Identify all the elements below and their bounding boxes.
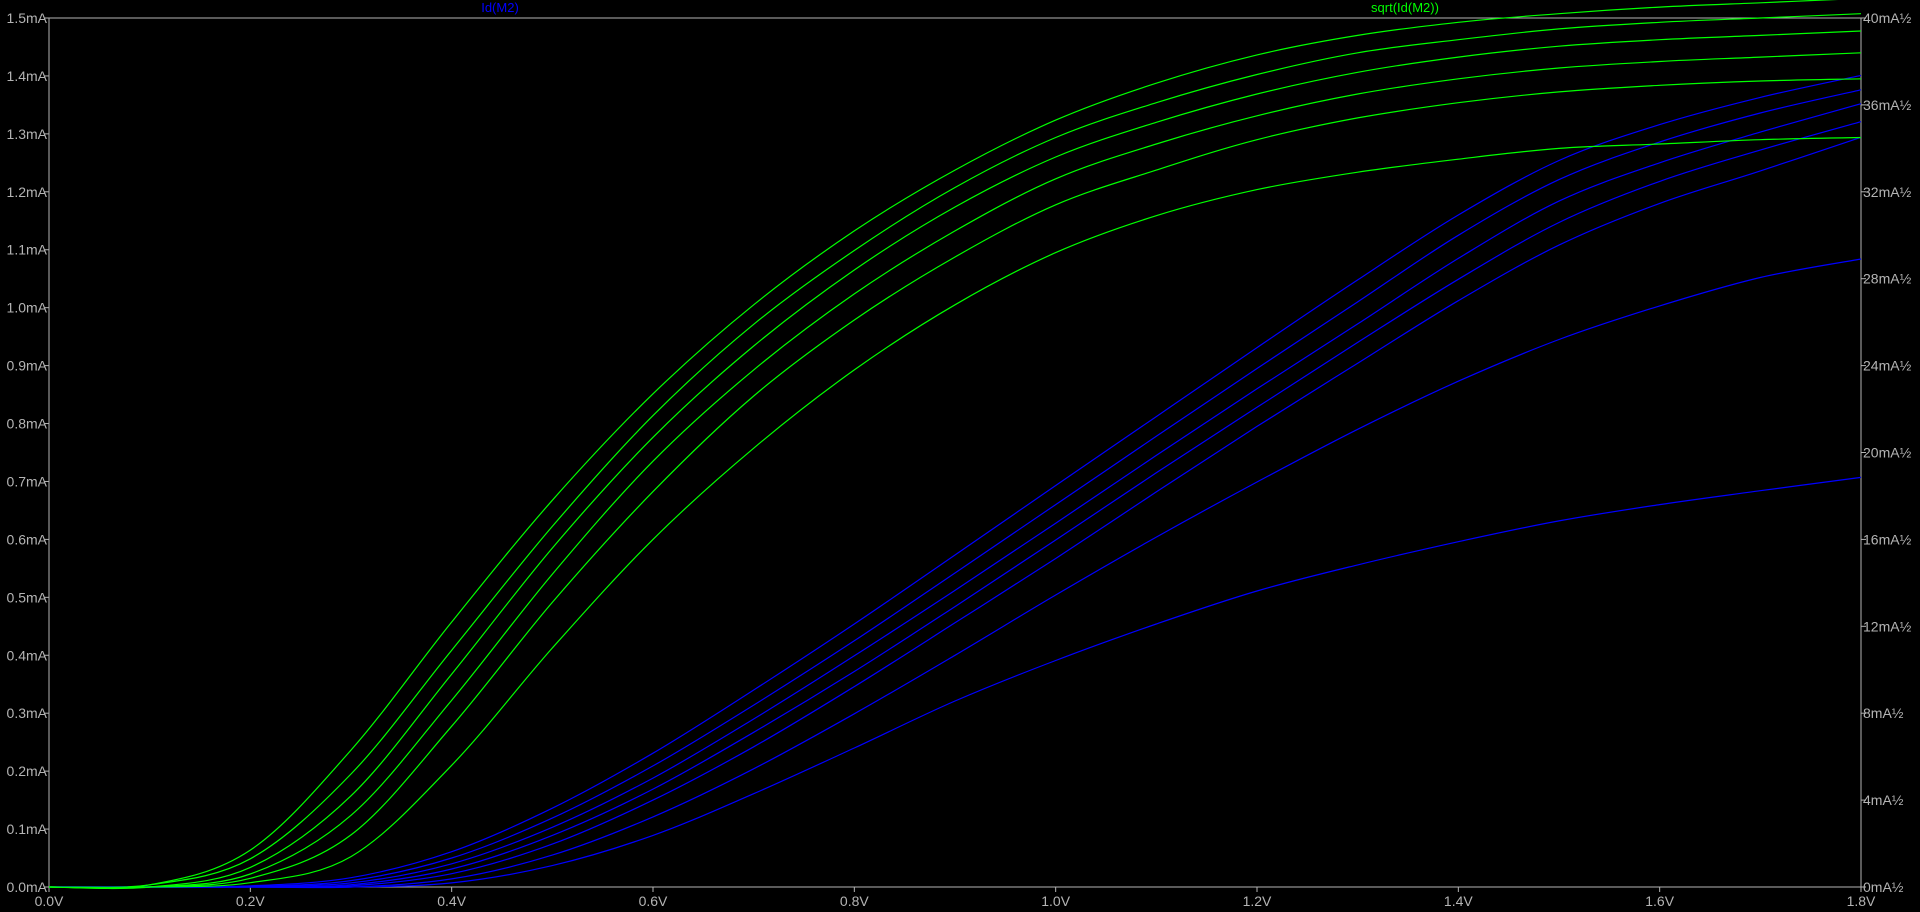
sqrt-id-curve-12 xyxy=(48,78,1862,889)
right-tick-label: 36mA½ xyxy=(1863,97,1912,113)
legend-left-label[interactable]: Id(M2) xyxy=(481,0,519,15)
id-curve-7 xyxy=(48,476,1862,888)
right-tick-label: 0mA½ xyxy=(1863,879,1904,895)
left-tick-label: 1.2mA xyxy=(7,184,48,200)
x-tick-label: 1.6V xyxy=(1645,893,1674,909)
left-tick-label: 0.4mA xyxy=(7,647,48,663)
sqrt-id-curve-11 xyxy=(48,52,1862,889)
id-curve-3 xyxy=(48,103,1862,888)
id-curve-1 xyxy=(48,74,1862,888)
right-tick-label: 40mA½ xyxy=(1863,10,1912,26)
sqrt-id-curve-9 xyxy=(48,13,1862,889)
left-tick-label: 0.8mA xyxy=(7,416,48,432)
x-tick-label: 1.8V xyxy=(1847,893,1876,909)
x-tick-label: 1.4V xyxy=(1444,893,1473,909)
left-tick-label: 0.5mA xyxy=(7,589,48,605)
sqrt-id-curve-13 xyxy=(48,136,1862,888)
x-tick-label: 1.0V xyxy=(1041,893,1070,909)
sqrt-id-curve-8 xyxy=(48,0,1839,889)
right-tick-label: 16mA½ xyxy=(1863,531,1912,547)
x-tick-label: 0.0V xyxy=(35,893,64,909)
left-tick-label: 0.2mA xyxy=(7,763,48,779)
legend-right-label[interactable]: sqrt(Id(M2)) xyxy=(1371,0,1439,15)
left-tick-label: 0.0mA xyxy=(7,879,48,895)
left-tick-label: 1.0mA xyxy=(7,300,48,316)
right-tick-label: 12mA½ xyxy=(1863,618,1912,634)
x-tick-label: 0.2V xyxy=(236,893,265,909)
right-tick-label: 20mA½ xyxy=(1863,445,1912,461)
x-tick-label: 0.4V xyxy=(437,893,466,909)
id-curve-2 xyxy=(48,89,1862,888)
x-tick-label: 1.2V xyxy=(1243,893,1272,909)
id-curve-4 xyxy=(48,121,1862,888)
sqrt-id-curve-10 xyxy=(48,30,1862,890)
right-tick-label: 4mA½ xyxy=(1863,792,1904,808)
left-tick-label: 1.3mA xyxy=(7,126,48,142)
series xyxy=(48,0,1862,890)
left-tick-label: 0.1mA xyxy=(7,821,48,837)
left-tick-label: 1.5mA xyxy=(7,10,48,26)
left-tick-label: 0.9mA xyxy=(7,358,48,374)
id-curve-5 xyxy=(48,136,1862,888)
ticks: 0.0V 0.2V 0.4V 0.6V 0.8V 1.0V 1.2V 1.4V 1.6V 1.8V… xyxy=(7,10,1912,909)
left-tick-label: 0.3mA xyxy=(7,705,48,721)
left-tick-label: 0.7mA xyxy=(7,473,48,489)
right-tick-label: 32mA½ xyxy=(1863,184,1912,200)
right-tick-label: 24mA½ xyxy=(1863,358,1912,374)
left-tick-label: 0.6mA xyxy=(7,531,48,547)
left-tick-label: 1.1mA xyxy=(7,242,48,258)
x-tick-label: 0.8V xyxy=(840,893,869,909)
left-tick-label: 1.4mA xyxy=(7,68,48,84)
right-tick-label: 28mA½ xyxy=(1863,271,1912,287)
right-tick-label: 8mA½ xyxy=(1863,705,1904,721)
x-tick-label: 0.6V xyxy=(639,893,668,909)
